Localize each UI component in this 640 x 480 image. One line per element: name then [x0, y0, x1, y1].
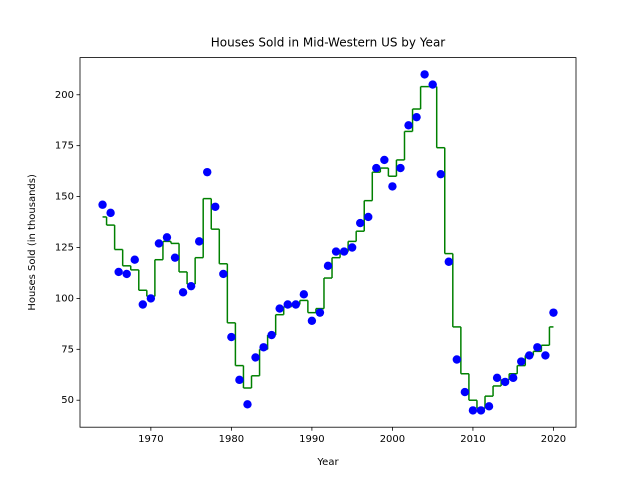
scatter-point — [396, 163, 405, 173]
scatter-point — [508, 373, 518, 383]
scatter-point — [323, 261, 333, 271]
scatter-point — [275, 304, 284, 313]
scatter-point — [388, 182, 397, 191]
scatter-point — [500, 377, 510, 387]
x-tick-label: 1980 — [219, 434, 244, 445]
scatter-point — [106, 208, 115, 218]
x-tick-label: 1970 — [138, 434, 163, 445]
y-tick-label: 100 — [55, 293, 74, 304]
scatter-point — [178, 288, 188, 297]
y-tick-label: 125 — [55, 242, 74, 253]
scatter-point — [444, 257, 453, 266]
y-tick-label: 75 — [61, 344, 74, 355]
scatter-point — [380, 155, 389, 165]
scatter-point — [211, 202, 220, 211]
scatter-point — [259, 343, 268, 352]
y-axis-label: Houses Sold (in thousands) — [27, 174, 38, 311]
y-tick-label: 200 — [55, 90, 74, 101]
y-tick-label: 50 — [61, 395, 74, 406]
scatter-point — [541, 351, 550, 360]
scatter-point — [170, 253, 180, 262]
x-tick-label: 2020 — [541, 434, 566, 445]
scatter-point — [420, 70, 429, 79]
x-tick-label: 2010 — [460, 434, 485, 445]
scatter-point — [227, 332, 236, 342]
scatter-point — [404, 121, 413, 130]
scatter-point — [307, 316, 317, 325]
scatter-point — [162, 233, 172, 242]
scatter-point — [194, 237, 204, 246]
scatter-point — [492, 373, 502, 383]
scatter-point — [186, 281, 196, 291]
y-tick-label: 150 — [55, 192, 74, 203]
scatter-point — [243, 400, 252, 409]
scatter-point — [235, 375, 244, 385]
scatter-point — [476, 406, 486, 415]
chart-title: Houses Sold in Mid-Western US by Year — [211, 36, 446, 50]
x-tick-label: 2000 — [380, 434, 405, 445]
x-tick-label: 1990 — [299, 434, 324, 445]
scatter-point — [452, 355, 462, 364]
scatter-point — [267, 330, 276, 340]
scatter-point — [356, 218, 365, 228]
scatter-point — [130, 255, 139, 264]
scatter-point — [517, 357, 526, 366]
scatter-point — [428, 80, 437, 89]
scatter-point — [315, 308, 325, 317]
scatter-point — [146, 294, 156, 303]
scatter-point — [412, 112, 421, 122]
scatter-point — [347, 243, 357, 252]
scatter-point — [484, 402, 494, 411]
plot-frame — [79, 57, 577, 428]
scatter-point — [219, 269, 228, 279]
scatter-point — [525, 351, 534, 360]
scatter-point — [283, 300, 292, 309]
scatter-point — [122, 269, 131, 279]
scatter-point — [468, 406, 478, 415]
scatter-point — [138, 300, 148, 309]
scatter-point — [154, 239, 164, 248]
scatter-point — [291, 300, 300, 309]
y-tick-label: 175 — [55, 141, 74, 152]
scatter-point — [364, 212, 373, 222]
scatter-point — [460, 387, 470, 397]
scatter-point — [331, 247, 341, 256]
scatter-point — [251, 353, 260, 362]
scatter-point — [299, 290, 309, 299]
scatter-point — [114, 267, 123, 277]
scatter-point — [203, 167, 212, 177]
scatter-point — [372, 163, 381, 173]
scatter-point — [549, 308, 558, 317]
x-axis-label: Year — [316, 457, 339, 468]
scatter-point — [98, 200, 107, 209]
scatter-point — [339, 247, 349, 256]
scatter-point — [436, 169, 445, 179]
scatter-point — [533, 343, 542, 352]
